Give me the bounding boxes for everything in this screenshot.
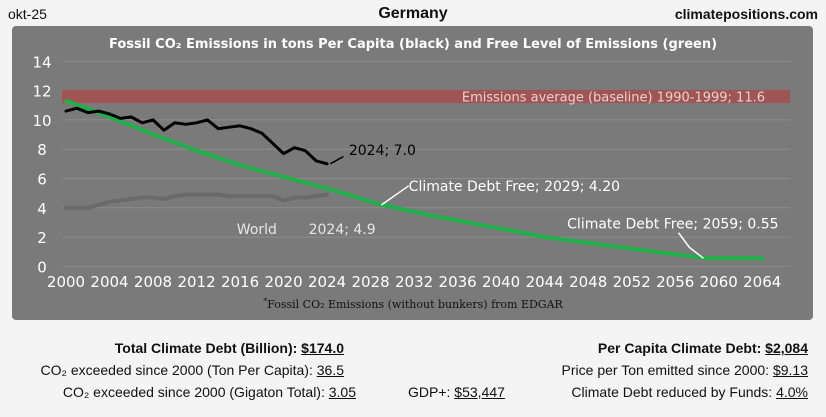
footnote: *Fossil CO₂ Emissions (without bunkers) … [263,297,563,311]
emissions-leader-line [329,155,344,165]
emissions-chart: Fossil CO₂ Emissions in tons Per Capita … [12,26,813,320]
price-per-ton-value: $9.13 [772,362,808,378]
y-tick-label-8: 8 [37,141,47,159]
co2-exceeded-total-label: CO₂ exceeded since 2000 (Gigaton Total): [62,384,325,400]
total-climate-debt-label: Total Climate Debt (Billion): [114,340,298,356]
x-tick-label-2000: 2000 [47,273,85,291]
x-tick-label-2004: 2004 [90,273,128,291]
y-tick-label-6: 6 [37,170,47,188]
series-line-germany [64,106,329,166]
page-title: Germany [378,5,448,22]
gdp-plus-label: GDP+: [408,384,451,400]
x-tick-label-2020: 2020 [264,273,302,291]
x-tick-label-2024: 2024 [308,273,346,291]
x-tick-label-2032: 2032 [395,273,433,291]
per-capita-climate-debt-value: $2,084 [765,340,808,356]
debt-free-2029-leader-line [381,185,410,206]
debt-reduced-by-funds-value: 4.0% [776,384,808,400]
y-tick-label-4: 4 [37,200,47,218]
y-tick-label-12: 12 [32,83,51,101]
axis-ticks: 0 2 4 6 8 10 12 14 2000 2004 2008 2012 2016 2020 2024 2… [32,53,781,291]
price-per-ton-label: Price per Ton emitted since 2000: [561,362,770,378]
co2-exceeded-per-capita-label: CO₂ exceeded since 2000 (Ton Per Capita)… [40,362,313,378]
per-capita-climate-debt: Per Capita Climate Debt: $2,084 [598,340,808,356]
x-tick-label-2044: 2044 [526,273,564,291]
baseline-band [62,89,790,104]
per-capita-climate-debt-label: Per Capita Climate Debt: [597,340,762,356]
x-tick-label-2056: 2056 [656,273,694,291]
y-tick-label-0: 0 [37,258,47,276]
debt-free-2059-label: Climate Debt Free; 2059; 0.55 [567,216,778,232]
x-tick-label-2048: 2048 [569,273,607,291]
footnote-text: Fossil CO₂ Emissions (without bunkers) f… [267,298,563,311]
chart-title: Fossil CO₂ Emissions in tons Per Capita … [109,37,717,52]
x-tick-label-2008: 2008 [134,273,172,291]
co2-exceeded-total: CO₂ exceeded since 2000 (Gigaton Total):… [63,384,356,400]
world-label: World [237,222,277,238]
debt-free-2059-leader-line [677,232,704,259]
footnote-mark: * [263,297,267,306]
world-end-label: 2024; 4.9 [309,222,376,238]
co2-exceeded-per-capita: CO₂ exceeded since 2000 (Ton Per Capita)… [41,362,345,378]
x-tick-label-2012: 2012 [177,273,215,291]
x-tick-label-2040: 2040 [482,273,520,291]
x-tick-label-2052: 2052 [613,273,651,291]
series-line-world [64,192,330,210]
x-tick-label-2036: 2036 [439,273,477,291]
baseline-label: Emissions average (baseline) 1990-1999; … [462,90,765,105]
debt-reduced-by-funds-label: Climate Debt reduced by Funds: [571,384,773,400]
debt-reduced-by-funds: Climate Debt reduced by Funds: 4.0% [571,384,808,400]
x-tick-label-2064: 2064 [743,273,781,291]
y-tick-label-10: 10 [32,112,51,130]
gdp-plus-value: $53,447 [454,384,505,400]
report-date: okt-25 [8,6,47,22]
total-climate-debt-value: $174.0 [301,340,344,356]
debt-free-2029-label: Climate Debt Free; 2029; 4.20 [409,179,620,195]
x-tick-label-2060: 2060 [700,273,738,291]
co2-exceeded-per-capita-value: 36.5 [316,362,344,378]
x-tick-label-2028: 2028 [352,273,390,291]
y-tick-label-14: 14 [32,53,51,71]
price-per-ton: Price per Ton emitted since 2000: $9.13 [562,362,808,378]
x-tick-label-2016: 2016 [221,273,259,291]
annotations: 2024; 7.0 Climate Debt Free; 2029; 4.20 Cl… [237,143,779,259]
total-climate-debt: Total Climate Debt (Billion): $174.0 [115,340,344,356]
site-name: climatepositions.com [674,6,818,22]
co2-exceeded-total-value: 3.05 [328,384,356,400]
gdp-plus: GDP+: $53,447 [408,384,505,400]
y-tick-label-2: 2 [37,229,47,247]
emissions-end-label: 2024; 7.0 [349,143,416,159]
